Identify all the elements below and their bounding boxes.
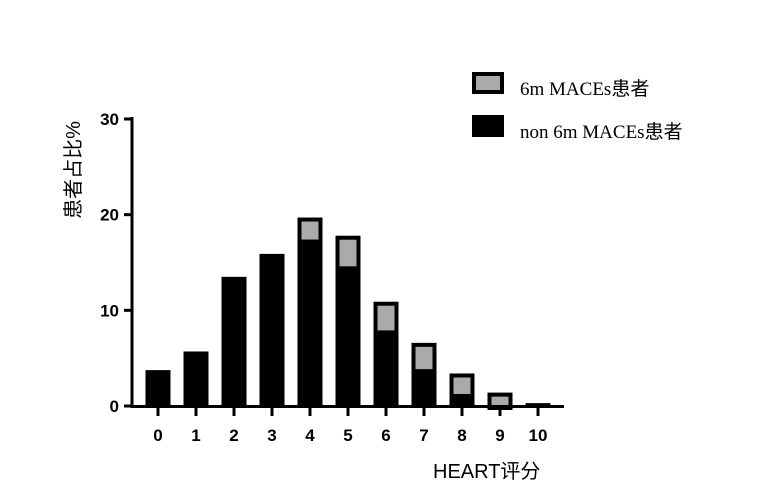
x-tick-label: 2 (229, 426, 238, 445)
x-axis-label: HEART评分 (433, 460, 540, 483)
x-tick-label: 8 (457, 426, 466, 445)
bar-mace-3 (259, 253, 285, 261)
bar-non-mace-3 (259, 256, 285, 406)
bar-non-mace-6 (373, 330, 399, 406)
bar-mace-4 (297, 217, 323, 244)
x-tick-label: 7 (419, 426, 428, 445)
bar-non-mace-0 (145, 370, 171, 406)
bar-non-mace-4 (297, 239, 323, 406)
y-tick-label: 0 (110, 397, 119, 416)
y-axis-label: 患者占比% (62, 121, 85, 219)
bar-non-mace-8 (449, 394, 475, 406)
bar-non-mace-10 (525, 403, 551, 406)
bar-non-mace-5 (335, 266, 361, 406)
bar-non-mace-1 (183, 351, 209, 406)
x-tick-label: 3 (267, 426, 276, 445)
legend-label-mace: 6m MACEs患者 (520, 78, 649, 100)
y-tick-label: 10 (100, 301, 119, 320)
x-tick-label: 0 (153, 426, 162, 445)
bar-mace-5 (335, 235, 361, 271)
legend-swatch-mace (472, 72, 504, 94)
bar-mace-7 (411, 342, 437, 374)
x-tick-label: 6 (381, 426, 390, 445)
x-tick-label: 5 (343, 426, 352, 445)
legend-swatch-non-mace (472, 115, 504, 137)
y-tick-label: 30 (100, 110, 119, 129)
x-tick-label: 1 (191, 426, 200, 445)
legend: 6m MACEs患者 non 6m MACEs患者 (472, 72, 683, 143)
bar-mace-6 (373, 301, 399, 335)
bar-non-mace-7 (411, 369, 437, 406)
x-tick-label: 4 (305, 426, 315, 445)
bar-mace-8 (449, 373, 475, 399)
y-tick-label: 20 (100, 206, 119, 225)
legend-label-non-mace: non 6m MACEs患者 (520, 121, 683, 143)
x-tick-label: 9 (495, 426, 504, 445)
x-tick-label: 10 (529, 426, 548, 445)
bar-non-mace-2 (221, 276, 247, 406)
